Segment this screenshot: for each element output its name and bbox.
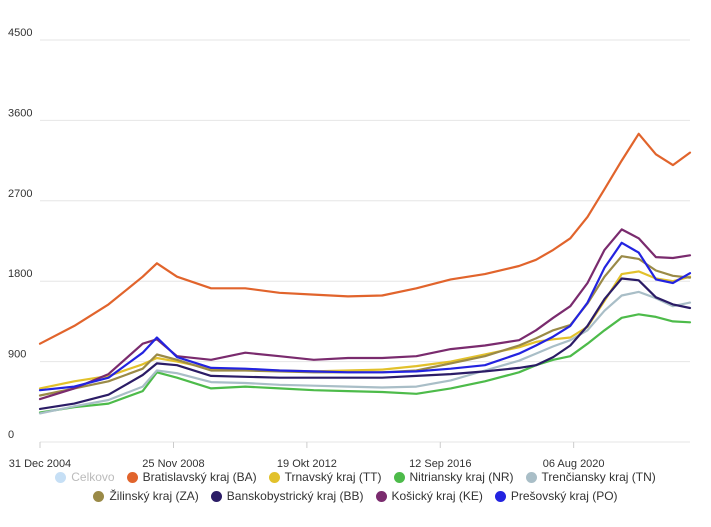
legend: Celkovo Bratislavský kraj (BA) Trnavský kr… xyxy=(0,470,711,508)
x-tick-label: 31 Dec 2004 xyxy=(9,458,71,470)
legend-label: Celkovo xyxy=(71,470,115,484)
legend-marker xyxy=(93,490,105,502)
legend-label: Žilinský kraj (ZA) xyxy=(109,489,199,503)
y-axis-ticks: 0 900 1800 2700 3600 4500 xyxy=(8,27,32,441)
legend-marker xyxy=(268,471,280,483)
x-tick-label: 06 Aug 2020 xyxy=(543,458,605,470)
legend-label: Trnavský kraj (TT) xyxy=(284,470,382,484)
legend-item-6[interactable]: Banskobystrický kraj (BB) xyxy=(210,489,364,503)
x-tick-label: 19 Okt 2012 xyxy=(277,458,337,470)
series-lines xyxy=(38,132,692,415)
series-line-1 xyxy=(38,132,692,345)
series-line-7 xyxy=(38,228,692,401)
x-tick-label: 25 Nov 2008 xyxy=(142,458,204,470)
legend-item-0[interactable]: Celkovo xyxy=(55,470,115,484)
legend-label: Nitriansky kraj (NR) xyxy=(409,470,514,484)
series-line-5 xyxy=(38,255,692,397)
legend-item-3[interactable]: Nitriansky kraj (NR) xyxy=(393,470,514,484)
legend-marker xyxy=(494,490,506,502)
series-line-2 xyxy=(38,270,692,390)
legend-item-7[interactable]: Košický kraj (KE) xyxy=(375,489,483,503)
legend-marker xyxy=(393,471,405,483)
legend-marker xyxy=(210,490,222,502)
legend-marker xyxy=(126,471,138,483)
x-axis-ticks: 31 Dec 2004 25 Nov 2008 19 Okt 2012 12 Sep … xyxy=(9,442,605,470)
y-tick-label: 2700 xyxy=(8,188,32,200)
legend-label: Prešovský kraj (PO) xyxy=(510,489,618,503)
legend-label: Banskobystrický kraj (BB) xyxy=(226,489,364,503)
line-chart: 0 900 1800 2700 3600 4500 31 Dec 2004 25 Nov 2… xyxy=(8,27,692,470)
y-tick-label: 0 xyxy=(8,429,14,441)
legend-row: Celkovo Bratislavský kraj (BA) Trnavský kr… xyxy=(0,470,711,484)
x-tick-label: 12 Sep 2016 xyxy=(409,458,471,470)
legend-label: Košický kraj (KE) xyxy=(391,489,483,503)
legend-row: Žilinský kraj (ZA) Banskobystrický kraj (… xyxy=(0,489,711,503)
legend-item-1[interactable]: Bratislavský kraj (BA) xyxy=(126,470,257,484)
series-line-6 xyxy=(38,277,692,410)
legend-marker xyxy=(525,471,537,483)
series-line-4 xyxy=(38,290,692,415)
legend-item-5[interactable]: Žilinský kraj (ZA) xyxy=(93,489,199,503)
legend-label: Bratislavský kraj (BA) xyxy=(142,470,257,484)
series-line-3 xyxy=(38,313,692,414)
y-tick-label: 4500 xyxy=(8,27,32,39)
legend-item-2[interactable]: Trnavský kraj (TT) xyxy=(268,470,382,484)
series-line-8 xyxy=(38,241,692,392)
legend-marker xyxy=(55,471,67,483)
y-tick-label: 1800 xyxy=(8,268,32,280)
y-tick-label: 3600 xyxy=(8,107,32,119)
y-tick-label: 900 xyxy=(8,349,26,361)
legend-item-8[interactable]: Prešovský kraj (PO) xyxy=(494,489,618,503)
grid-lines xyxy=(40,39,690,443)
legend-label: Trenčiansky kraj (TN) xyxy=(541,470,656,484)
legend-marker xyxy=(375,490,387,502)
legend-item-4[interactable]: Trenčiansky kraj (TN) xyxy=(525,470,656,484)
